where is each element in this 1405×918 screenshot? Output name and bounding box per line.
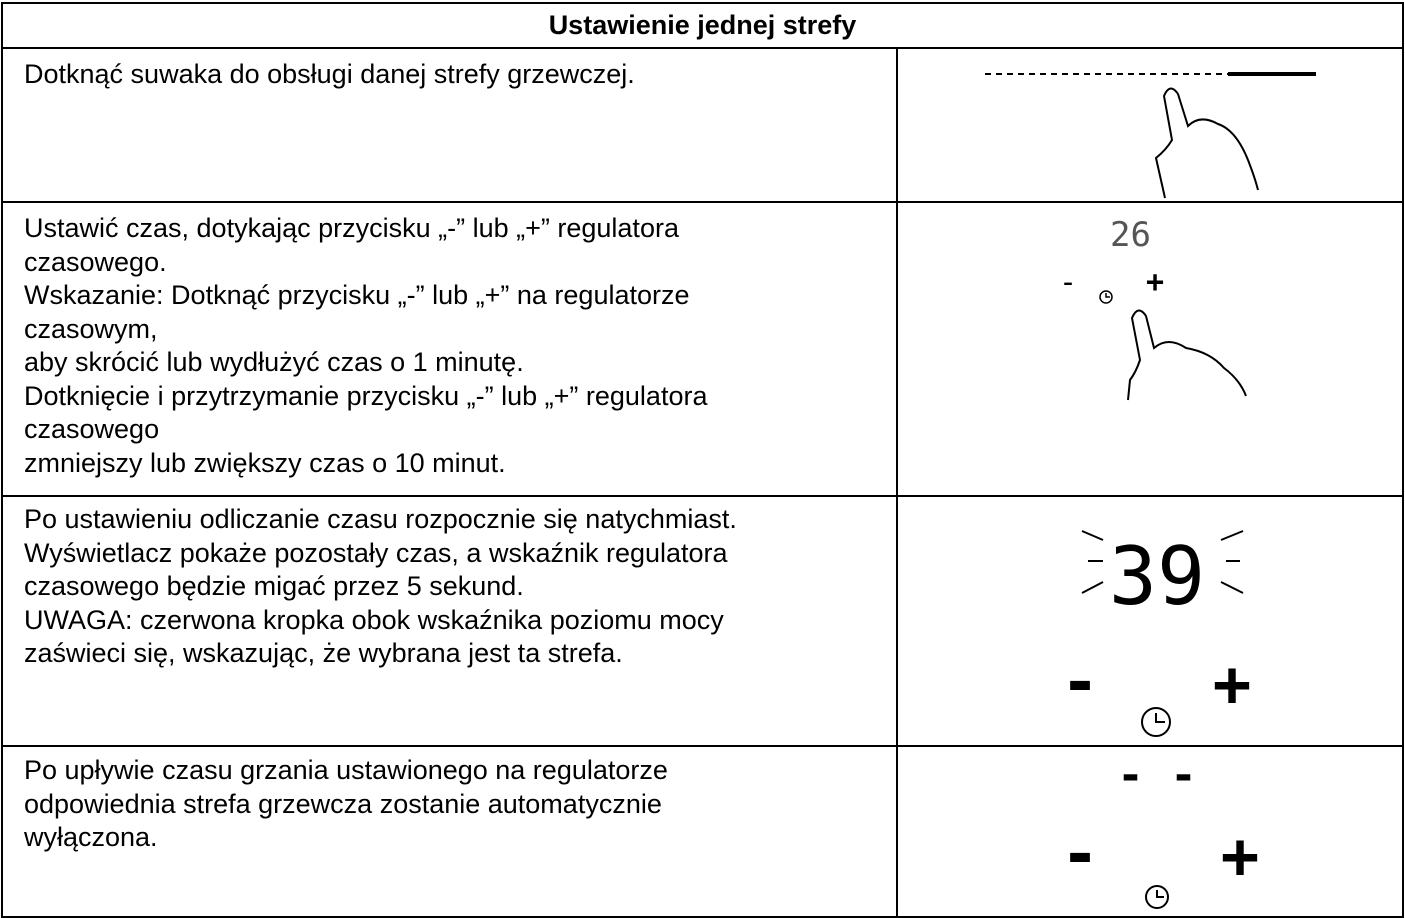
text-line: zmniejszy lub zwiększy czas o 10 minut. (24, 447, 506, 478)
clock-icon (1105, 293, 1110, 298)
plus-button: + (1146, 265, 1164, 300)
text-line: zaświeci się, wskazując, że wybrana jest… (24, 638, 623, 668)
text-line: odpowiednia strefa grzewcza zostanie aut… (24, 788, 662, 819)
clock-icon (1145, 885, 1169, 909)
text-line: Dotknąć suwaka do obsługi danej strefy g… (24, 59, 635, 89)
table-border (1, 745, 1403, 747)
display: 39 (1109, 530, 1205, 623)
table-border (1, 916, 1403, 918)
text-line: Wskazanie: Dotknąć przycisku „-” lub „+”… (24, 280, 690, 310)
clock-icon (1099, 290, 1113, 304)
minus-button: - (1061, 818, 1100, 892)
display: 26 (1110, 215, 1151, 255)
plus-button: + (1221, 820, 1260, 894)
hand (1127, 309, 1247, 401)
text-line: czasowego. (24, 246, 167, 277)
blink-rays (1081, 530, 1244, 594)
plus-button: + (1213, 648, 1252, 722)
table-border (1, 2, 1403, 4)
step-text: Ustawić czas, dotykając przycisku „-” lu… (24, 212, 884, 480)
step-text: Po upływie czasu grzania ustawionego na … (24, 754, 884, 855)
clock-icon (1155, 713, 1165, 723)
table-border (1, 2, 3, 918)
text-line: czasowego (24, 414, 160, 444)
step-text: Po ustawieniu odliczanie czasu rozpoczni… (24, 503, 884, 671)
text-line: Ustawić czas, dotykając przycisku „-” lu… (24, 213, 679, 243)
table-border (896, 47, 898, 918)
table-border (1, 495, 1403, 497)
text-line: Po ustawieniu odliczanie czasu rozpoczni… (24, 504, 737, 534)
text-line: Wyświetlacz pokaże pozostały czas, a wsk… (24, 537, 728, 568)
hand (1154, 87, 1259, 199)
text-line: wyłączona. (24, 822, 158, 852)
text-line: Po upływie czasu grzania ustawionego na … (24, 755, 668, 785)
text-line: czasowego będzie migać przez 5 sekund. (24, 571, 524, 601)
text-line: Dotknięcie i przytrzymanie przycisku „-”… (24, 380, 708, 411)
text-line: UWAGA: czerwona kropka obok wskaźnika po… (24, 604, 724, 635)
table-border (1, 47, 1403, 49)
table-title: Ustawienie jednej strefy (548, 10, 857, 40)
step-text: Dotknąć suwaka do obsługi danej strefy g… (24, 58, 884, 92)
text-line: czasowym, (24, 313, 158, 344)
table-border (1402, 2, 1404, 918)
text-line: aby skrócić lub wydłużyć czas o 1 minutę… (24, 347, 524, 377)
table-border (1, 201, 1403, 203)
display: - - (1117, 750, 1196, 801)
clock-icon (1156, 890, 1164, 898)
minus-button: - (1059, 265, 1077, 300)
clock-icon (1141, 707, 1171, 737)
minus-button: - (1061, 646, 1100, 720)
